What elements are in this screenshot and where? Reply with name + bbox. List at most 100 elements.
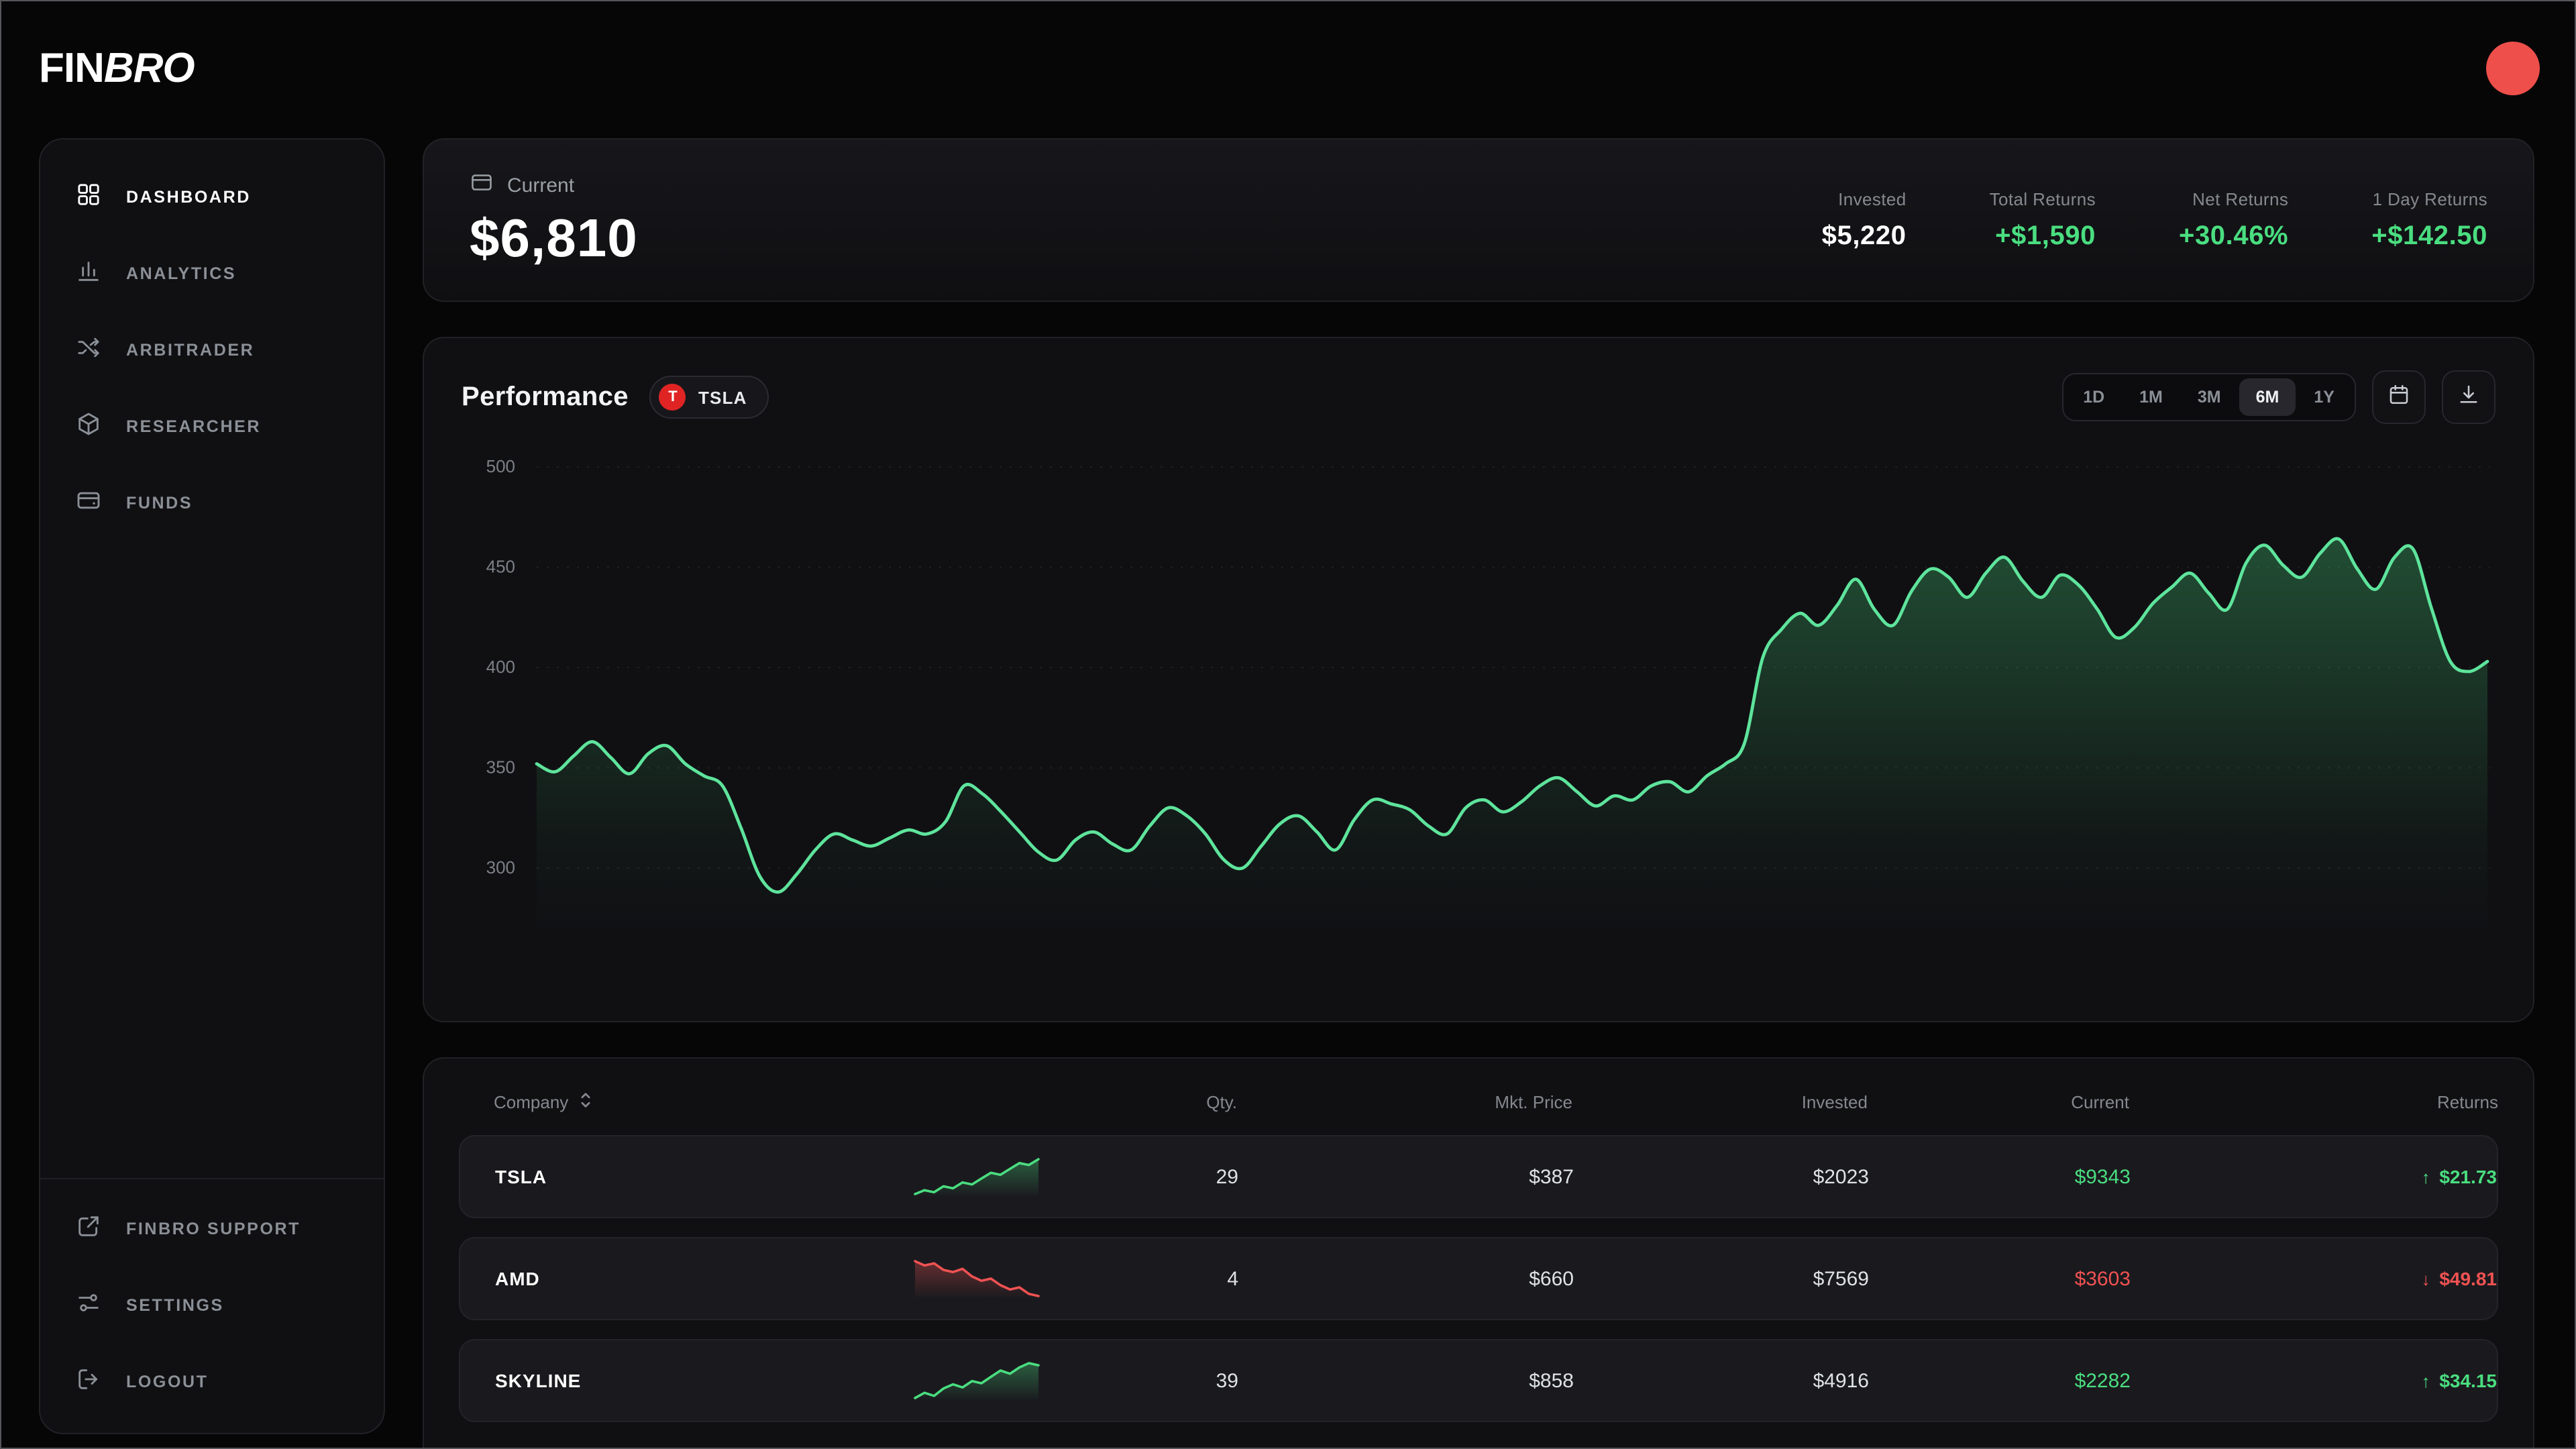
sidebar-item-funds[interactable]: FUNDS	[40, 464, 384, 541]
invested-cell: $2023	[1813, 1165, 1869, 1188]
stat-value: +$142.50	[2371, 221, 2487, 250]
qty-header: Qty.	[1206, 1092, 1237, 1112]
performance-title: Performance	[462, 382, 629, 411]
sidebar-item-label: FUNDS	[126, 493, 193, 512]
stat-label: Invested	[1838, 189, 1907, 209]
table-row[interactable]: AMD 4 $660 $7569 $3603 ↓ $49.81	[459, 1237, 2498, 1320]
invested-header: Invested	[1801, 1092, 1868, 1112]
current-header: Current	[2071, 1092, 2129, 1112]
stat-value: $5,220	[1821, 221, 1907, 250]
returns-header: Returns	[2436, 1092, 2498, 1112]
sidebar-item-researcher[interactable]: RESEARCHER	[40, 388, 384, 464]
performance-header: Performance T TSLA 1D 1M 3M 6M 1Y	[462, 370, 2496, 424]
sidebar-item-logout[interactable]: LOGOUT	[40, 1343, 384, 1419]
svg-text:500: 500	[486, 456, 515, 476]
sparkline	[863, 1360, 1091, 1401]
stat-label: 1 Day Returns	[2372, 189, 2487, 209]
holdings-rows: TSLA 29 $387 $2023 $9343 ↑ $21.73 AMD 4 …	[459, 1135, 2498, 1422]
download-button[interactable]	[2442, 370, 2496, 424]
mkt-price-cell: $387	[1529, 1165, 1574, 1188]
bar-chart-icon	[75, 258, 102, 288]
card-icon	[470, 170, 494, 200]
company-cell: TSLA	[495, 1166, 547, 1187]
returns-cell: ↑ $34.15	[2421, 1370, 2497, 1391]
range-pill-3m[interactable]: 3M	[2197, 388, 2221, 407]
qty-cell: 39	[1216, 1369, 1238, 1392]
performance-chart: 500 450 400 350 300	[462, 443, 2496, 989]
range-pill-1d[interactable]: 1D	[2083, 388, 2105, 407]
current-value: $6,810	[470, 209, 638, 268]
current-cell: $3603	[2074, 1267, 2131, 1290]
mkt-price-header: Mkt. Price	[1495, 1092, 1572, 1112]
main: Current $6,810 Invested $5,220 Total Ret…	[423, 138, 2534, 1448]
summary-stats: Invested $5,220 Total Returns +$1,590 Ne…	[1822, 189, 2487, 252]
external-link-icon	[75, 1213, 102, 1244]
sparkline	[863, 1258, 1091, 1299]
range-pill-6m[interactable]: 6M	[2239, 378, 2296, 416]
current-cell: $9343	[2074, 1165, 2131, 1188]
ticker-symbol: TSLA	[698, 387, 747, 407]
sidebar-item-dashboard[interactable]: DASHBOARD	[40, 158, 384, 235]
logo-fin: FIN	[39, 44, 105, 91]
download-icon	[2457, 382, 2481, 413]
invested-cell: $7569	[1813, 1267, 1869, 1290]
calendar-button[interactable]	[2372, 370, 2426, 424]
returns-cell: ↓ $49.81	[2421, 1268, 2497, 1289]
holdings-card: Company Qty. Mkt. Price Invested Current…	[423, 1057, 2534, 1448]
range-selector: 1D 1M 3M 6M 1Y	[2061, 373, 2356, 421]
content: DASHBOARD ANALYTICS ARBITRADER RESEARCHE…	[1, 136, 2575, 1448]
svg-text:350: 350	[486, 757, 515, 777]
current-label-row: Current	[470, 170, 638, 200]
table-row[interactable]: TSLA 29 $387 $2023 $9343 ↑ $21.73	[459, 1135, 2498, 1218]
company-sort-header[interactable]: Company	[459, 1091, 861, 1114]
sidebar-item-label: RESEARCHER	[126, 417, 262, 435]
sparkline-svg	[914, 1362, 1040, 1401]
sidebar-item-label: LOGOUT	[126, 1372, 209, 1391]
mkt-price-cell: $660	[1529, 1267, 1574, 1290]
stat-1-day-returns: 1 Day Returns +$142.50	[2371, 189, 2487, 252]
range-pill-1y[interactable]: 1Y	[2314, 388, 2334, 407]
qty-cell: 29	[1216, 1165, 1238, 1188]
sidebar-item-support[interactable]: FINBRO SUPPORT	[40, 1190, 384, 1267]
sidebar-item-arbitrader[interactable]: ARBITRADER	[40, 311, 384, 388]
sparkline-svg	[914, 1158, 1040, 1197]
stat-value: +$1,590	[1995, 221, 2096, 250]
logout-icon	[75, 1366, 102, 1397]
sort-icon	[578, 1091, 592, 1114]
current-cell: $2282	[2074, 1369, 2131, 1392]
range-pill-1m[interactable]: 1M	[2139, 388, 2163, 407]
stat-label: Total Returns	[1989, 189, 2096, 209]
sidebar-nav: DASHBOARD ANALYTICS ARBITRADER RESEARCHE…	[40, 158, 384, 541]
wallet-icon	[75, 487, 102, 518]
mkt-price-cell: $858	[1529, 1369, 1574, 1392]
stat-label: Net Returns	[2192, 189, 2289, 209]
sidebar-item-label: SETTINGS	[126, 1295, 224, 1314]
sparkline	[863, 1157, 1091, 1197]
ticker-badge-icon: T	[659, 384, 686, 411]
topbar: FINBRO	[1, 1, 2575, 136]
company-cell: SKYLINE	[495, 1370, 582, 1391]
sparkline-svg	[914, 1260, 1040, 1299]
sidebar: DASHBOARD ANALYTICS ARBITRADER RESEARCHE…	[39, 138, 385, 1434]
calendar-icon	[2387, 382, 2411, 413]
stat-total-returns: Total Returns +$1,590	[1990, 189, 2096, 252]
logo-bro: BRO	[103, 44, 195, 91]
performance-chart-svg: 500 450 400 350 300	[486, 456, 2490, 935]
company-cell: AMD	[495, 1268, 540, 1289]
user-avatar[interactable]	[2486, 42, 2540, 95]
sidebar-item-settings[interactable]: SETTINGS	[40, 1267, 384, 1343]
table-header: Company Qty. Mkt. Price Invested Current…	[459, 1085, 2498, 1135]
svg-text:450: 450	[486, 557, 515, 577]
qty-cell: 4	[1227, 1267, 1238, 1290]
stat-value: +30.46%	[2179, 221, 2289, 250]
ticker-pill[interactable]: T TSLA	[649, 376, 769, 419]
trend-arrow-icon: ↓	[2421, 1269, 2430, 1289]
sidebar-item-label: ANALYTICS	[126, 264, 237, 282]
trend-arrow-icon: ↑	[2421, 1167, 2430, 1187]
performance-header-left: Performance T TSLA	[462, 376, 769, 419]
stat-invested: Invested $5,220	[1822, 189, 1907, 252]
sidebar-item-analytics[interactable]: ANALYTICS	[40, 235, 384, 311]
table-row[interactable]: SKYLINE 39 $858 $4916 $2282 ↑ $34.15	[459, 1339, 2498, 1422]
current-label: Current	[507, 174, 575, 197]
